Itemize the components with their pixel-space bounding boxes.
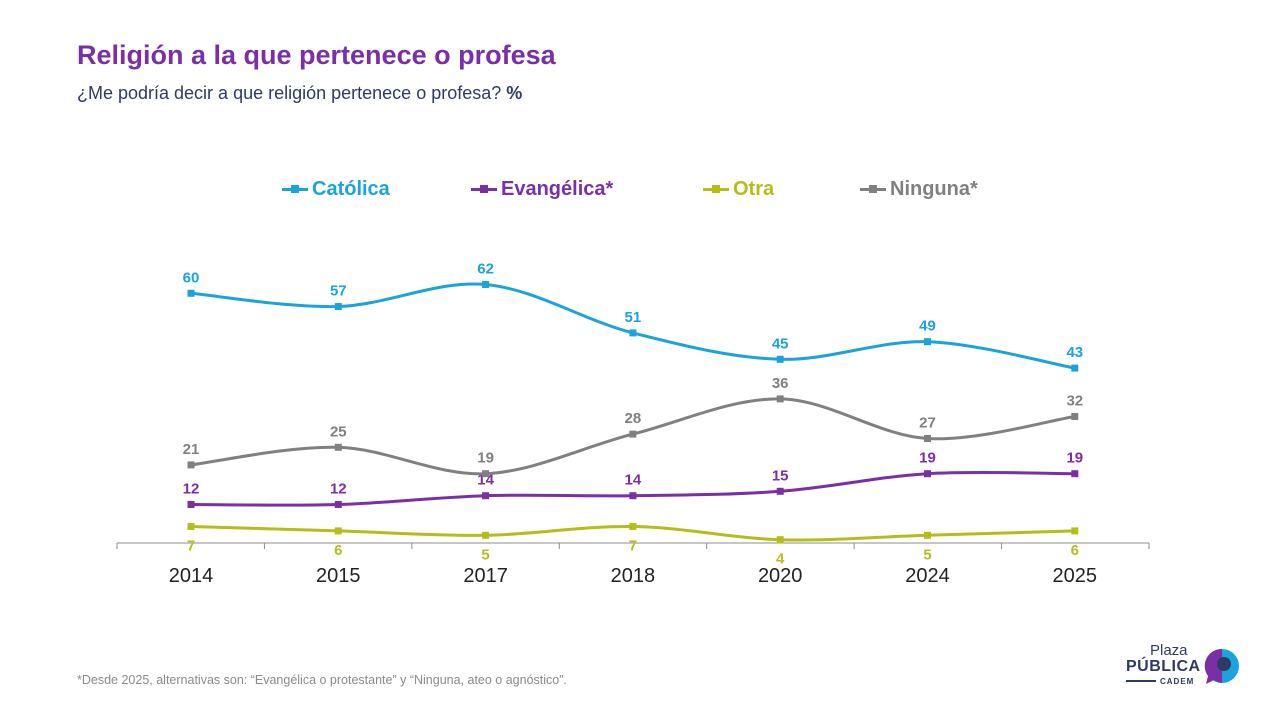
x-tick-label-2018: 2018 — [611, 565, 656, 587]
data-label-ninguna-2014: 21 — [183, 441, 200, 458]
data-point-otra-2014 — [187, 523, 195, 530]
logo-underline — [1126, 680, 1156, 682]
speech-bubble-logo-icon — [1204, 648, 1239, 684]
x-tick-label-2017: 2017 — [463, 565, 508, 587]
data-label-evangelica-2018: 14 — [625, 472, 642, 489]
data-label-otra-2018: 7 — [629, 538, 637, 555]
data-label-ninguna-2018: 28 — [625, 410, 642, 427]
data-point-ninguna-2015 — [334, 443, 342, 451]
data-point-ninguna-2014 — [187, 461, 195, 469]
legend-swatch-evangelica — [471, 185, 497, 193]
data-label-evangelica-2015: 12 — [330, 481, 347, 498]
data-point-evangelica-2017 — [482, 492, 490, 500]
data-label-otra-2025: 6 — [1071, 542, 1079, 559]
data-point-catolica-2017 — [482, 281, 490, 288]
legend-item-otra: Otra — [703, 178, 774, 201]
data-label-catolica-2024: 49 — [919, 318, 936, 335]
data-label-evangelica-2020: 15 — [772, 467, 789, 484]
data-point-evangelica-2014 — [187, 501, 195, 508]
data-point-catolica-2015 — [334, 303, 342, 310]
data-point-otra-2024 — [924, 531, 931, 539]
x-tick-label-2020: 2020 — [758, 565, 803, 587]
data-point-catolica-2014 — [187, 289, 195, 297]
data-label-catolica-2018: 51 — [625, 309, 642, 326]
data-point-catolica-2020 — [776, 355, 784, 363]
data-label-evangelica-2025: 19 — [1066, 450, 1083, 467]
data-point-evangelica-2025 — [1071, 470, 1079, 478]
data-label-evangelica-2014: 12 — [183, 481, 200, 498]
logo-text-plaza: Plaza — [1150, 642, 1188, 659]
data-point-catolica-2025 — [1071, 364, 1079, 372]
subtitle-question: ¿Me podría decir a que religión pertenec… — [77, 83, 502, 103]
data-point-otra-2015 — [334, 527, 342, 535]
data-label-otra-2017: 5 — [481, 546, 489, 563]
data-label-catolica-2020: 45 — [772, 335, 789, 352]
data-label-ninguna-2015: 25 — [330, 423, 347, 440]
data-point-otra-2018 — [629, 523, 637, 530]
subtitle-unit: % — [506, 83, 523, 103]
data-point-otra-2025 — [1071, 527, 1079, 535]
data-point-evangelica-2015 — [334, 501, 342, 508]
data-point-evangelica-2020 — [776, 487, 784, 495]
data-label-evangelica-2024: 19 — [919, 450, 936, 467]
x-tick-label-2014: 2014 — [169, 565, 214, 587]
data-point-evangelica-2018 — [629, 492, 637, 500]
chart-title: Religión a la que pertenece o profesa — [77, 40, 556, 70]
data-label-otra-2014: 7 — [187, 538, 195, 555]
legend-label-otra: Otra — [733, 178, 775, 200]
x-tick-label-2025: 2025 — [1053, 565, 1098, 587]
data-point-ninguna-2018 — [629, 430, 637, 438]
data-label-catolica-2015: 57 — [330, 283, 347, 300]
data-point-ninguna-2025 — [1071, 413, 1079, 420]
legend-item-catolica: Católica — [282, 178, 390, 201]
data-label-ninguna-2025: 32 — [1066, 393, 1083, 410]
data-label-ninguna-2020: 36 — [772, 375, 789, 392]
legend-label-ninguna: Ninguna* — [890, 178, 978, 200]
data-label-otra-2020: 4 — [776, 551, 785, 568]
chart-subtitle: ¿Me podría decir a que religión pertenec… — [77, 83, 522, 104]
data-point-ninguna-2017 — [482, 470, 490, 478]
x-tick-label-2024: 2024 — [905, 565, 950, 587]
data-label-catolica-2025: 43 — [1066, 344, 1083, 361]
data-point-otra-2017 — [482, 531, 490, 539]
data-label-ninguna-2017: 19 — [477, 450, 494, 467]
legend-label-evangelica: Evangélica* — [501, 178, 614, 200]
data-point-evangelica-2024 — [924, 470, 931, 478]
data-label-catolica-2017: 62 — [477, 261, 494, 278]
data-label-evangelica-2017: 14 — [477, 472, 494, 489]
footnote: *Desde 2025, alternativas son: “Evangéli… — [77, 673, 567, 687]
data-point-ninguna-2024 — [924, 435, 931, 442]
data-point-catolica-2024 — [924, 338, 931, 346]
data-point-ninguna-2020 — [776, 395, 784, 403]
legend: Católica Evangélica* Otra Ninguna* — [0, 178, 1268, 210]
plaza-publica-cadem-logo: Plaza PÚBLICA CADEM — [1120, 642, 1245, 690]
data-label-otra-2015: 6 — [334, 542, 342, 559]
legend-swatch-catolica — [282, 185, 308, 193]
series-line-catolica — [190, 282, 1076, 370]
logo-text-cadem: CADEM — [1160, 677, 1195, 686]
legend-item-ninguna: Ninguna* — [860, 178, 978, 201]
logo-text-publica: PÚBLICA — [1126, 658, 1201, 675]
legend-item-evangelica: Evangélica* — [471, 178, 613, 201]
data-point-catolica-2018 — [629, 329, 637, 337]
legend-label-catolica: Católica — [312, 178, 390, 200]
data-label-ninguna-2024: 27 — [919, 415, 936, 432]
legend-swatch-ninguna — [860, 185, 886, 193]
legend-swatch-otra — [703, 185, 729, 193]
x-tick-label-2015: 2015 — [316, 565, 361, 587]
data-label-catolica-2014: 60 — [183, 269, 200, 286]
data-point-otra-2020 — [776, 536, 784, 544]
data-label-otra-2024: 5 — [923, 546, 931, 563]
